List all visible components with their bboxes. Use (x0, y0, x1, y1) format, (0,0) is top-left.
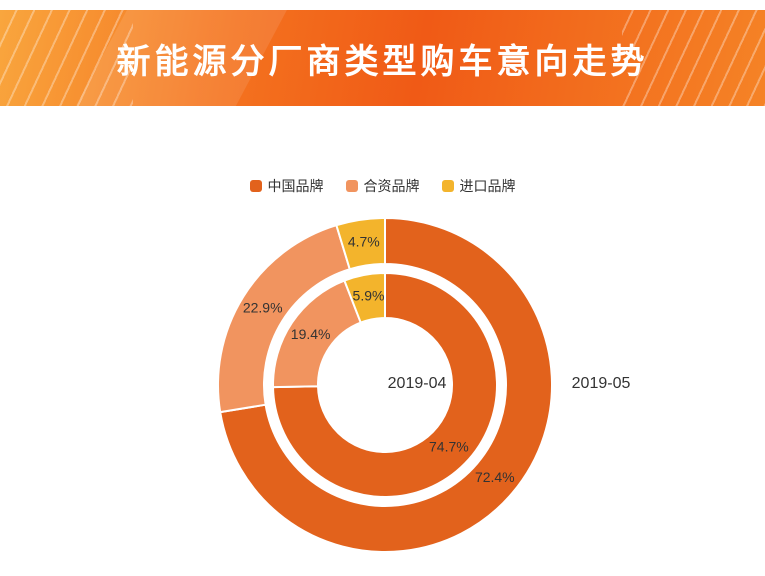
legend-marker-icon (345, 180, 358, 192)
banner-left-stripes-decoration (0, 10, 133, 106)
page-title: 新能源分厂商类型购车意向走势 (116, 42, 649, 81)
ring-label-2019-05: 2019-05 (572, 375, 631, 392)
ring-label-2019-04: 2019-04 (388, 375, 447, 392)
pie-slice-2019-04-2[interactable] (343, 272, 386, 324)
pie-slice-2019-05-2[interactable] (335, 217, 386, 271)
slice-label: 5.9% (353, 288, 385, 304)
banner: 新能源分厂商类型购车意向走势 (0, 10, 765, 106)
legend-item-label: 合资品牌 (363, 178, 420, 194)
slice-label: 72.4% (475, 469, 515, 485)
legend-item-0[interactable]: 中国品牌 (249, 176, 324, 196)
legend-item-2[interactable]: 进口品牌 (441, 176, 516, 196)
banner-right-stripes-decoration (622, 10, 765, 106)
slice-label: 22.9% (243, 300, 283, 316)
legend-item-1[interactable]: 合资品牌 (345, 176, 420, 196)
pie-slice-2019-04-0[interactable] (272, 272, 498, 498)
slice-label: 19.4% (291, 326, 331, 342)
legend-marker-icon (441, 180, 454, 192)
slice-label: 4.7% (348, 233, 380, 249)
legend-item-label: 中国品牌 (267, 178, 324, 194)
legend-item-label: 进口品牌 (459, 178, 516, 194)
legend-marker-icon (249, 180, 262, 192)
chart-legend: 中国品牌 合资品牌 进口品牌 (0, 176, 765, 196)
slice-label: 74.7% (429, 438, 469, 454)
pie-slice-2019-05-0[interactable] (219, 217, 553, 553)
